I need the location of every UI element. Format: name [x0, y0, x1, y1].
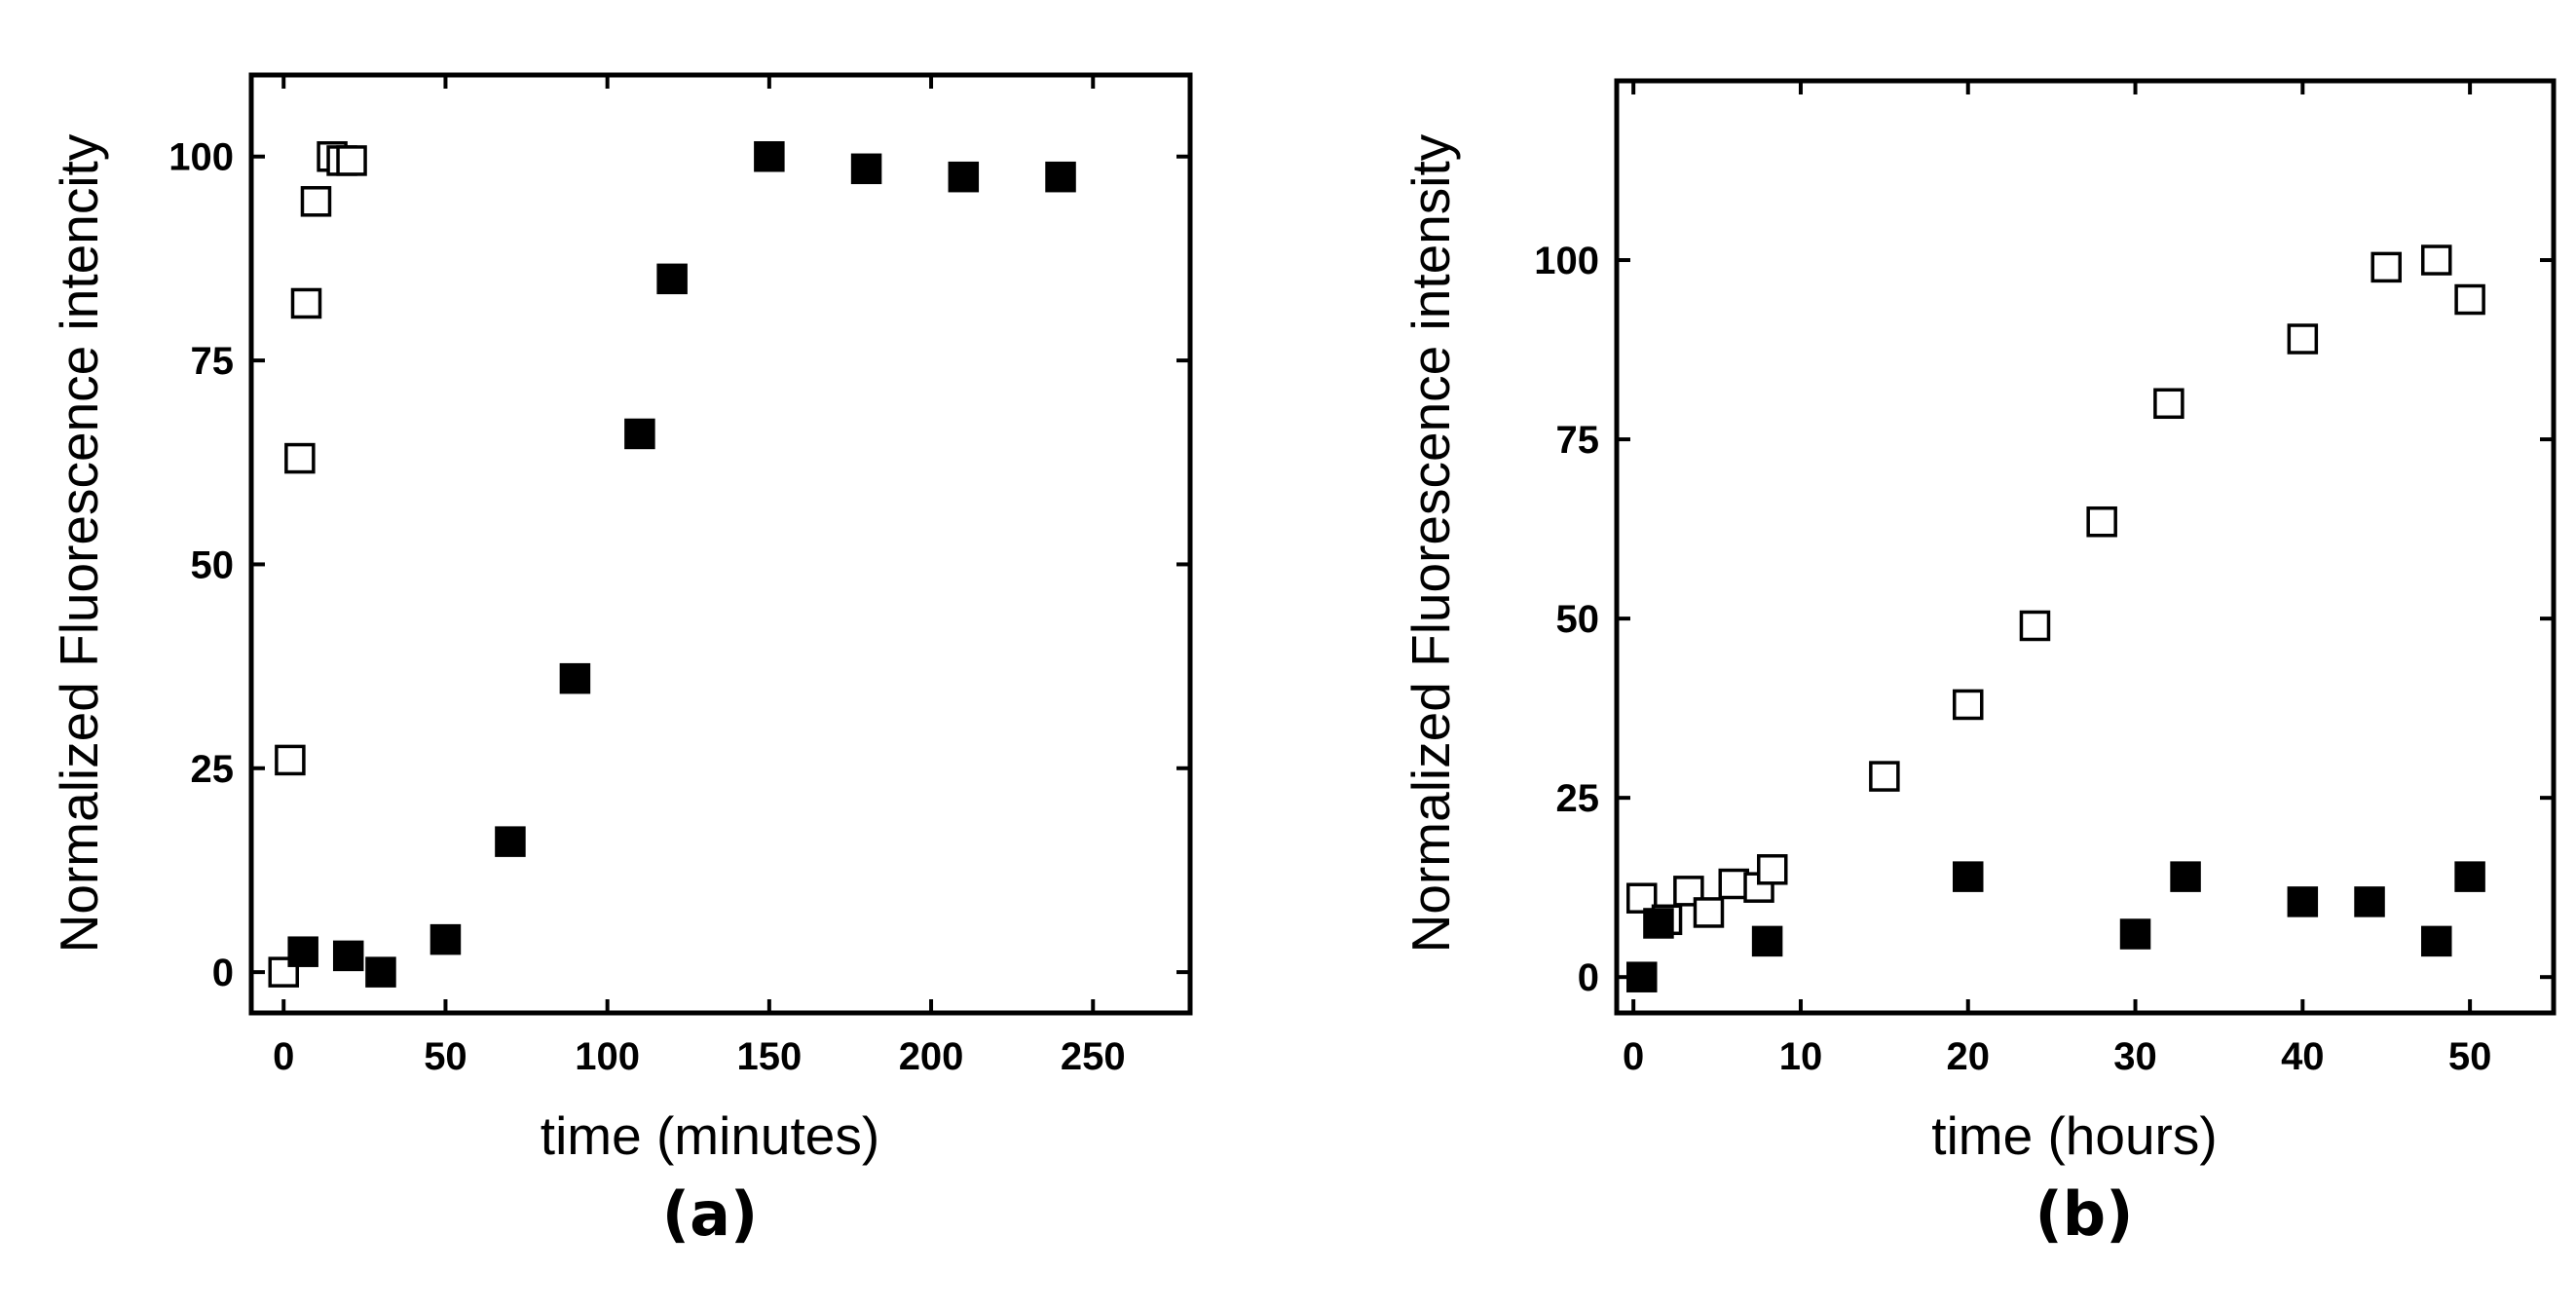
panel-a-open-square-point: [336, 145, 367, 176]
panel-a-filled-square-point: [948, 161, 980, 193]
panel-a-filled-square-point: [429, 923, 462, 955]
panel-b-y-tick-label: 0: [1578, 956, 1599, 999]
panel-a-panel-label: (a): [662, 1178, 759, 1250]
panel-b-open-series: [1626, 244, 2485, 936]
panel-b-open-square-point: [1626, 882, 1658, 914]
panel-b-filled-square-point: [1643, 908, 1674, 939]
panel-b-open-square-point: [2086, 505, 2117, 538]
panel-b-filled-square-point: [2287, 886, 2319, 917]
panel-a-x-tick-label: 100: [575, 1035, 640, 1078]
panel-a-x-tick-label: 0: [273, 1035, 294, 1078]
panel-b-open-square-point: [2019, 610, 2051, 642]
panel-b-filled-square-point: [1751, 925, 1783, 957]
panel-a-filled-square-point: [850, 153, 882, 185]
panel-b-x-axis-label: time (hours): [1931, 1105, 2217, 1166]
panel-a-plot-frame: [248, 72, 1193, 1016]
panel-a-x-tick-label: 50: [424, 1035, 467, 1078]
panel-b-open-square-point: [1693, 897, 1725, 928]
panel-b-x-tick-label: 50: [2448, 1035, 2492, 1078]
panel-a-open-square-point: [300, 186, 332, 217]
panel-a-filled-square-point: [495, 826, 526, 857]
panel-b-open-square-point: [2287, 323, 2319, 355]
panel-a-open-square-point: [275, 744, 306, 776]
panel-a-y-axis-label: Normalized Fluorescence intencity: [49, 133, 109, 953]
panel-b-open-square-point: [1718, 868, 1749, 900]
panel-b-y-tick-label: 25: [1556, 777, 1600, 820]
panel-a-chart: 0 50 100 150 200 250 0 25 50 75 100 time (minutes) N…: [49, 72, 1193, 1250]
panel-a-y-tick-label: 25: [191, 748, 235, 791]
panel-a-y-tick-label: 75: [191, 340, 235, 383]
panel-a-x-tick-label: 150: [736, 1035, 802, 1078]
panel-a-filled-square-point: [287, 936, 318, 967]
panel-b-x-tick-label: 0: [1623, 1035, 1644, 1078]
panel-b-panel-label: (b): [2035, 1178, 2133, 1250]
panel-a-open-square-point: [284, 442, 316, 474]
panel-a-filled-square-point: [1045, 161, 1076, 193]
panel-a-open-square-point: [290, 287, 322, 319]
panel-b-filled-square-point: [2170, 861, 2201, 892]
panel-b-y-axis-label: Normalized Fluorescence intensity: [1400, 133, 1461, 953]
panel-b-x-tick-label: 20: [1947, 1035, 1991, 1078]
panel-b-y-tick-label: 75: [1556, 419, 1600, 462]
panel-b-filled-square-point: [2119, 918, 2151, 950]
panel-b-filled-square-point: [2454, 861, 2485, 892]
panel-a-filled-square-point: [332, 940, 364, 972]
panel-a-y-tick-label: 0: [212, 952, 234, 994]
panel-a-x-tick-label: 250: [1061, 1035, 1126, 1078]
panel-b-filled-square-point: [1953, 861, 1984, 892]
panel-b-y-tick-label: 100: [1534, 240, 1599, 282]
panel-a-filled-square-point: [656, 263, 688, 295]
panel-a-filled-square-point: [365, 956, 396, 988]
panel-a-y-tick-label: 100: [168, 136, 234, 179]
panel-a-filled-square-point: [624, 418, 655, 450]
panel-a-open-series: [268, 140, 367, 988]
panel-a-filled-square-point: [559, 662, 591, 694]
panel-b-open-square-point: [2371, 251, 2402, 283]
panel-b-open-square-point: [1757, 854, 1788, 885]
panel-b-x-tick-label: 30: [2113, 1035, 2157, 1078]
panel-a-x-tick-label: 200: [899, 1035, 964, 1078]
panel-b-open-square-point: [1953, 689, 1984, 721]
panel-b-y-tick-label: 50: [1556, 598, 1600, 641]
panel-b-open-square-point: [2153, 388, 2184, 420]
panel-b-open-square-point: [1869, 761, 1900, 792]
panel-a-filled-square-point: [754, 140, 785, 172]
panel-b-chart: 0 10 20 30 40 50 0 25 50 75 100 time (hours) Normali…: [1400, 78, 2557, 1250]
panel-b-x-tick-label: 40: [2281, 1035, 2325, 1078]
panel-a-x-axis-label: time (minutes): [541, 1105, 879, 1166]
panel-b-filled-square-point: [1626, 961, 1658, 992]
panel-a-filled-series: [287, 140, 1076, 988]
panel-b-x-tick-label: 10: [1779, 1035, 1823, 1078]
panel-a-y-tick-label: 50: [191, 543, 235, 586]
panel-b-open-square-point: [2421, 244, 2452, 276]
panel-b-open-square-point: [2454, 283, 2485, 316]
panel-b-filled-square-point: [2421, 925, 2452, 957]
panel-b-plot-frame: [1614, 78, 2557, 1016]
panel-b-filled-series: [1626, 861, 2485, 992]
panel-b-filled-square-point: [2354, 886, 2385, 917]
